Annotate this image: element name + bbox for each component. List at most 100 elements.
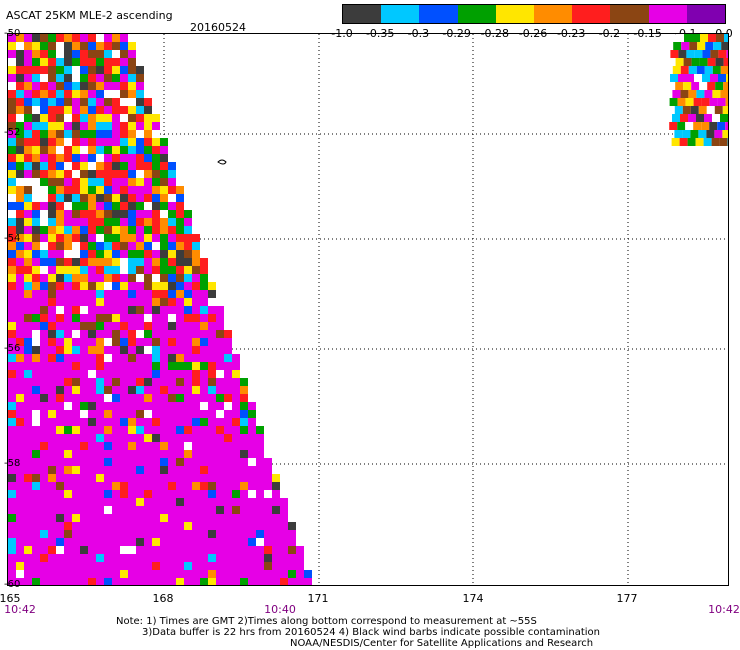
swath-cell: [72, 314, 80, 322]
swath-cell: [72, 202, 80, 210]
swath-cell: [232, 426, 240, 434]
swath-cell: [64, 154, 72, 162]
swath-cell: [16, 226, 24, 234]
swath-cell: [32, 394, 40, 402]
swath-cell: [40, 258, 48, 266]
swath-cell: [216, 506, 224, 514]
color-scale-swatch: [381, 5, 420, 23]
swath-cell: [128, 90, 136, 98]
swath-cell: [80, 82, 88, 90]
swath-cell: [280, 546, 288, 554]
swath-cell: [136, 522, 144, 530]
swath-cell: [56, 314, 64, 322]
swath-cell: [120, 578, 128, 585]
swath-cell: [232, 546, 240, 554]
swath-cell: [104, 250, 112, 258]
swath-cell: [128, 402, 136, 410]
swath-cell: [8, 450, 16, 458]
swath-cell: [104, 130, 112, 138]
swath-cell: [208, 378, 216, 386]
swath-cell: [144, 122, 152, 130]
swath-cell: [40, 354, 48, 362]
swath-cell: [120, 410, 128, 418]
swath-cell: [232, 466, 240, 474]
swath-cell: [16, 562, 24, 570]
swath-cell: [160, 482, 168, 490]
swath-cell: [40, 554, 48, 562]
swath-cell: [709, 98, 718, 106]
swath-cell: [128, 250, 136, 258]
swath-cell: [224, 410, 232, 418]
swath-cell: [112, 90, 120, 98]
swath-cell: [80, 490, 88, 498]
swath-cell: [192, 474, 200, 482]
swath-cell: [112, 266, 120, 274]
swath-cell: [160, 466, 168, 474]
swath-cell: [16, 314, 24, 322]
swath-cell: [144, 554, 152, 562]
swath-cell: [48, 466, 56, 474]
swath-cell: [88, 314, 96, 322]
swath-cell: [176, 546, 184, 554]
swath-cell: [32, 330, 40, 338]
swath-cell: [120, 66, 128, 74]
swath-cell: [200, 290, 208, 298]
swath-cell: [96, 186, 104, 194]
swath-cell: [120, 82, 128, 90]
swath-cell: [144, 306, 152, 314]
swath-cell: [56, 418, 64, 426]
swath-cell: [112, 394, 120, 402]
swath-cell: [112, 562, 120, 570]
swath-cell: [64, 362, 72, 370]
swath-cell: [679, 138, 688, 146]
swath-cell: [240, 554, 248, 562]
swath-cell: [256, 506, 264, 514]
swath-cell: [40, 378, 48, 386]
swath-cell: [32, 522, 40, 530]
swath-cell: [176, 410, 184, 418]
swath-cell: [16, 434, 24, 442]
swath-cell: [8, 434, 16, 442]
island-outline: [217, 159, 227, 165]
swath-cell: [248, 514, 256, 522]
swath-cell: [120, 266, 128, 274]
swath-cell: [112, 242, 120, 250]
swath-cell: [264, 522, 272, 530]
swath-cell: [192, 490, 200, 498]
swath-cell: [48, 314, 56, 322]
swath-cell: [200, 458, 208, 466]
swath-cell: [136, 106, 144, 114]
swath-cell: [200, 338, 208, 346]
swath-cell: [8, 210, 16, 218]
swath-cell: [136, 410, 144, 418]
swath-cell: [32, 210, 40, 218]
swath-cell: [256, 466, 264, 474]
swath-cell: [160, 514, 168, 522]
swath-cell: [24, 282, 32, 290]
swath-cell: [120, 218, 128, 226]
swath-cell: [120, 258, 128, 266]
swath-cell: [256, 538, 264, 546]
swath-cell: [32, 562, 40, 570]
swath-cell: [56, 170, 64, 178]
swath-cell: [16, 298, 24, 306]
swath-cell: [296, 546, 304, 554]
swath-cell: [184, 562, 192, 570]
swath-cell: [80, 306, 88, 314]
swath-cell: [168, 186, 176, 194]
swath-cell: [40, 322, 48, 330]
swath-cell: [88, 282, 96, 290]
swath-cell: [72, 114, 80, 122]
swath-cell: [272, 514, 280, 522]
swath-cell: [184, 474, 192, 482]
swath-cell: [683, 58, 692, 66]
swath-cell: [112, 426, 120, 434]
swath-cell: [80, 210, 88, 218]
swath-cell: [208, 514, 216, 522]
swath-cell: [136, 530, 144, 538]
swath-cell: [112, 258, 120, 266]
swath-cell: [192, 394, 200, 402]
swath-cell: [120, 466, 128, 474]
swath-cell: [16, 386, 24, 394]
swath-cell: [723, 82, 728, 90]
